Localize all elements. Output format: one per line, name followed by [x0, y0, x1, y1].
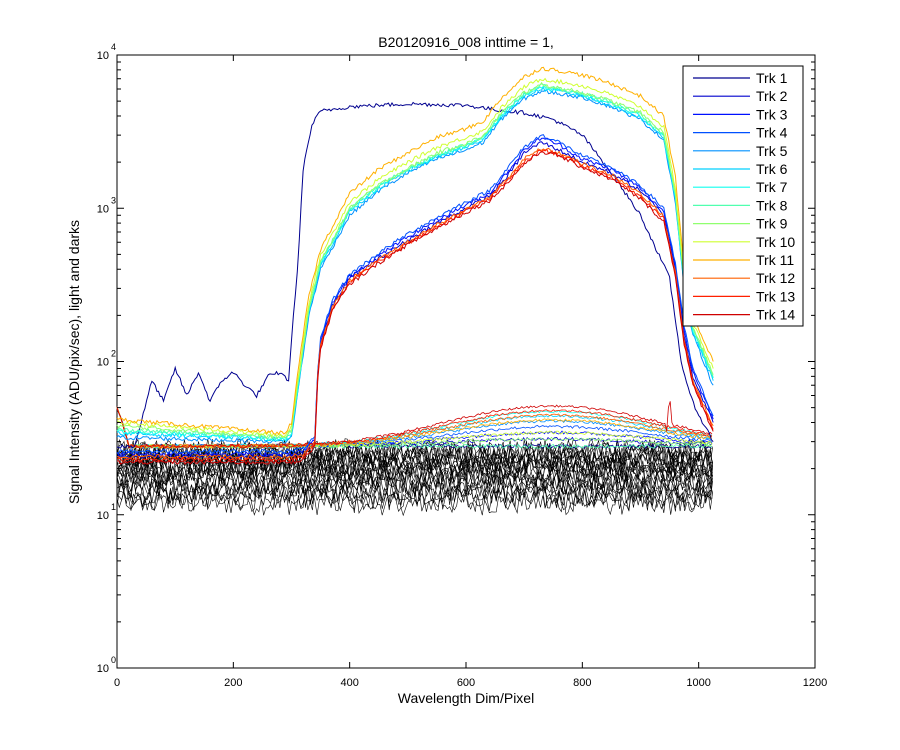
series-lines: [116, 66, 714, 465]
x-tick-label: 1200: [803, 677, 827, 689]
series-line-trk-9: [116, 81, 714, 439]
series-line-trk-14: [116, 151, 714, 465]
legend-label: Trk 9: [756, 216, 788, 232]
dark-bump-trace: [116, 407, 713, 449]
series-line-trk-11: [116, 66, 714, 436]
dark-frame-trace: [116, 460, 713, 486]
legend: Trk 1 Trk 2 Trk 3 Trk 4 Trk 5 Trk 6 Trk 7 Trk 8…: [682, 65, 804, 327]
dark-bump-traces: [116, 401, 713, 450]
y-tick-label-base: 10: [97, 203, 109, 215]
legend-label: Trk 1: [756, 70, 788, 86]
legend-label: Trk 8: [756, 197, 788, 213]
y-tick-label-exp: 0: [111, 655, 116, 665]
x-tick-label: 400: [340, 677, 358, 689]
chart-title: B20120916_008 inttime = 1,: [378, 34, 554, 50]
x-tick-label: 0: [114, 677, 120, 689]
dark-frame-trace: [116, 437, 713, 463]
dark-frame-trace: [116, 465, 713, 491]
x-tick-label: 200: [224, 677, 242, 689]
y-tick-label-exp: 3: [111, 195, 116, 205]
x-tick-label: 600: [457, 677, 475, 689]
dark-bump-trace: [116, 401, 713, 449]
series-line-trk-4: [116, 134, 714, 455]
legend-entries: Trk 1 Trk 2 Trk 3 Trk 4 Trk 5 Trk 6 Trk 7 Trk 8…: [693, 70, 795, 323]
legend-box: [682, 65, 804, 327]
series-line-trk-5: [116, 89, 714, 444]
legend-label: Trk 6: [756, 161, 788, 177]
x-axis-label: Wavelength Dim/Pixel: [398, 690, 534, 706]
legend-label: Trk 3: [756, 106, 788, 122]
y-tick-label-exp: 4: [111, 42, 116, 52]
series-line-trk-10: [116, 77, 714, 438]
series-line-trk-3: [116, 137, 714, 457]
y-tick-label-exp: 2: [111, 349, 116, 359]
series-line-trk-1: [116, 101, 714, 449]
legend-label: Trk 13: [756, 288, 795, 304]
legend-label: Trk 10: [756, 234, 795, 250]
dark-frame-trace: [116, 463, 713, 488]
dark-frame-trace: [116, 471, 713, 497]
legend-label: Trk 2: [756, 88, 788, 104]
legend-label: Trk 5: [756, 143, 788, 159]
y-tick-label-base: 10: [97, 663, 109, 675]
y-tick-label-base: 10: [97, 357, 109, 369]
x-tick-label: 1000: [686, 677, 710, 689]
y-tick-label-base: 10: [97, 510, 109, 522]
x-tick-label: 800: [573, 677, 591, 689]
legend-label: Trk 12: [756, 270, 795, 286]
legend-label: Trk 7: [756, 179, 788, 195]
y-tick-label-base: 10: [97, 50, 109, 62]
dark-bump-trace: [116, 406, 713, 449]
legend-label: Trk 11: [756, 252, 794, 268]
x-axis-ticks: 0 200 400 600 800 1000 1200: [114, 55, 827, 689]
dark-frame-trace: [116, 477, 713, 503]
y-axis-label: Signal Intensity (ADU/pix/sec), light an…: [66, 220, 82, 504]
legend-label: Trk 14: [756, 307, 795, 323]
legend-label: Trk 4: [756, 125, 788, 141]
dark-frame-trace: [116, 474, 713, 500]
y-tick-label-exp: 1: [111, 502, 116, 512]
